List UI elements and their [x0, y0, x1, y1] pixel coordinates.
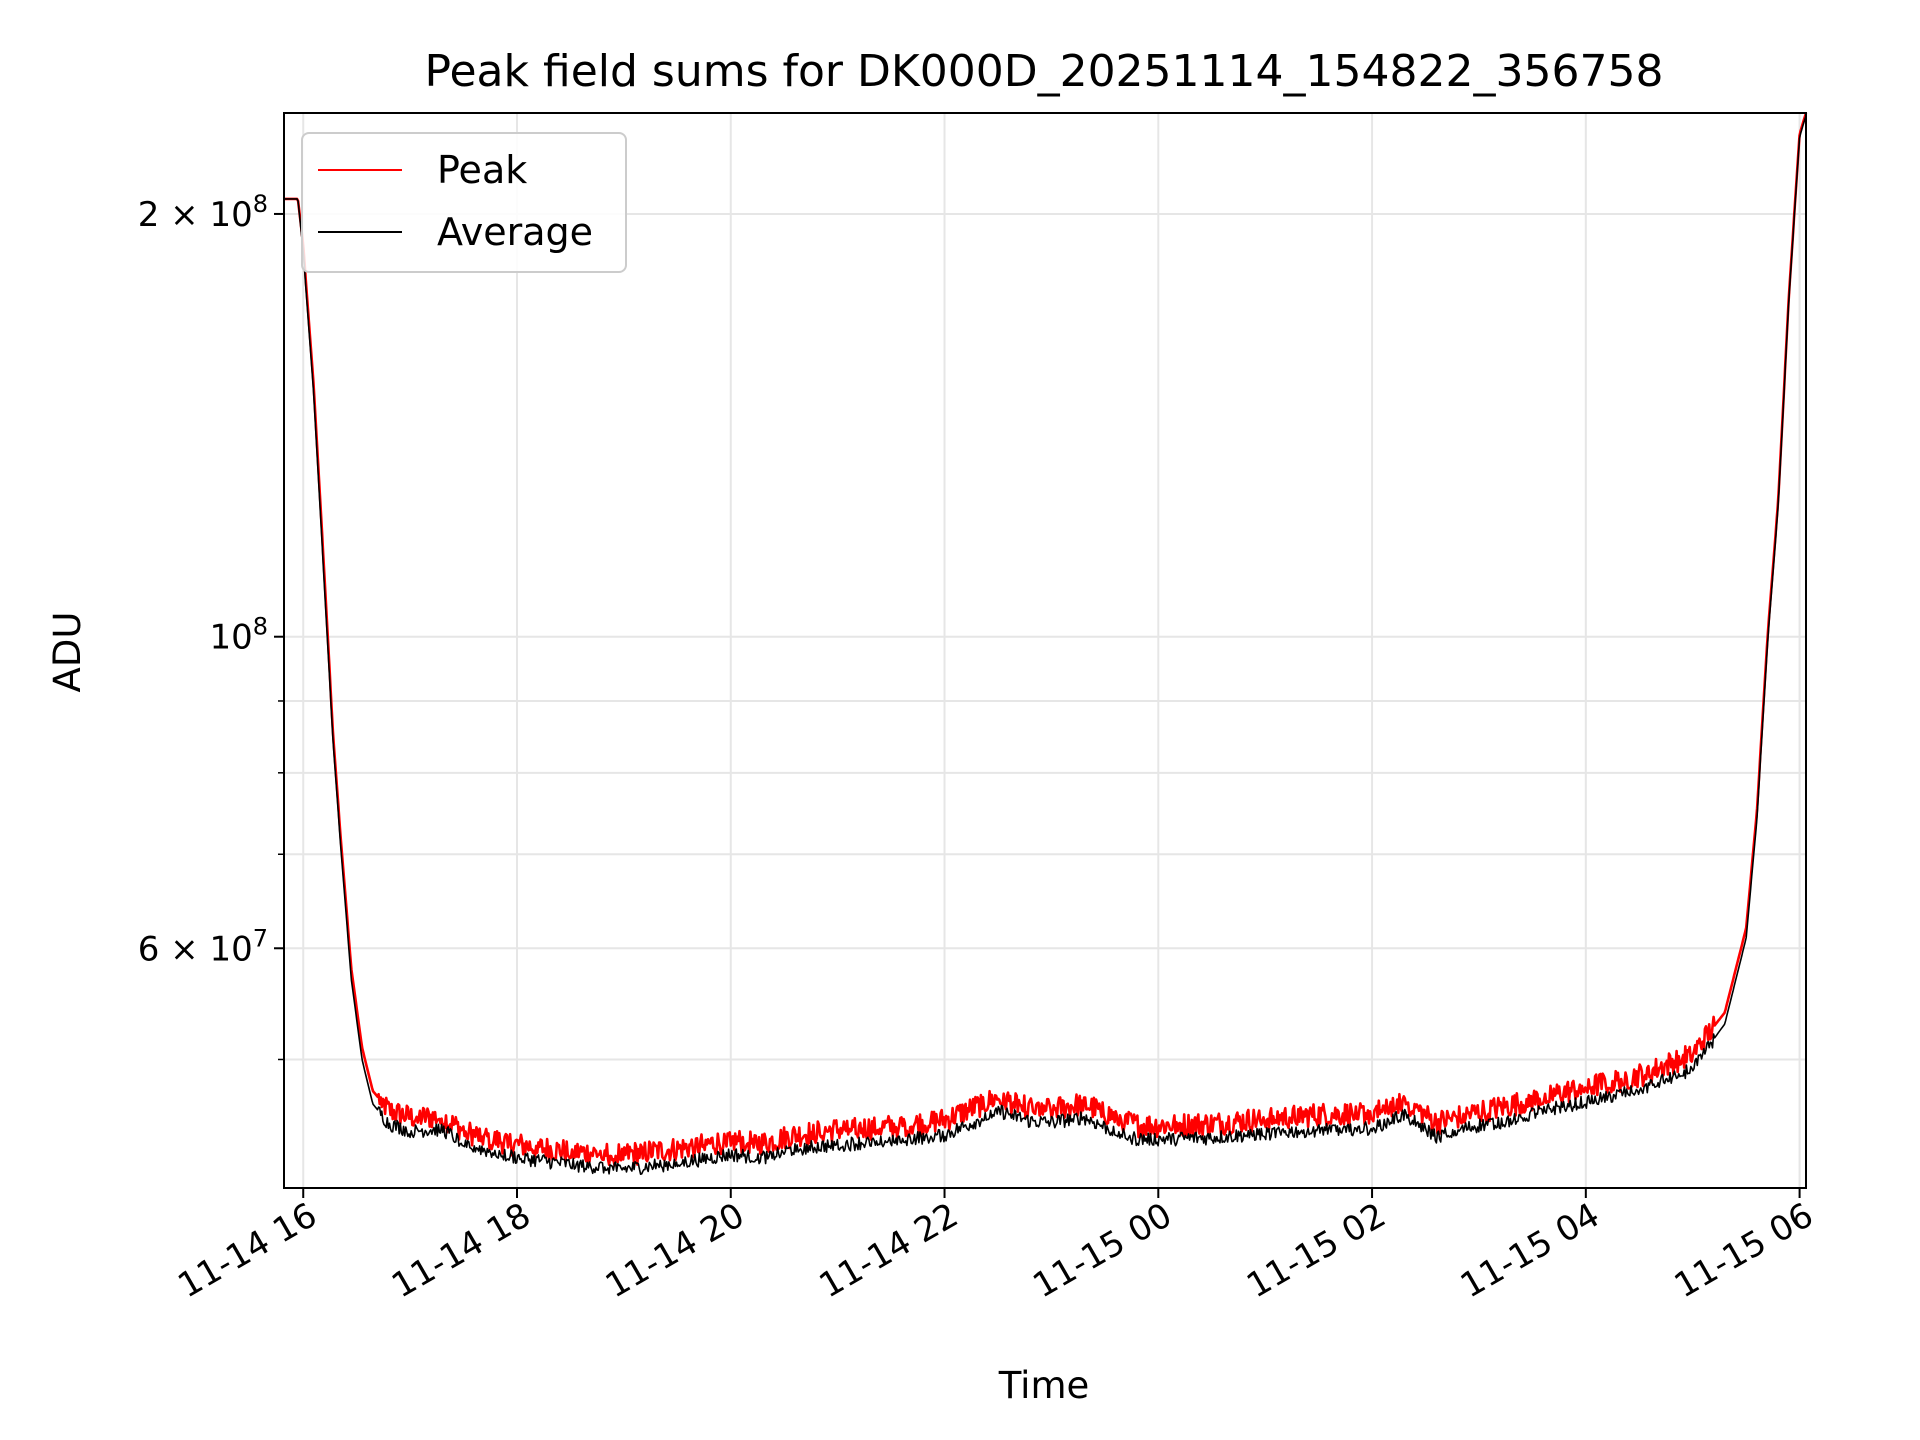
series-line-average: [284, 115, 1807, 1175]
legend-box: [301, 132, 627, 273]
chart-title: Peak field sums for DK000D_20251114_1548…: [425, 46, 1664, 97]
y-tick-label: 2 × 108: [138, 190, 268, 235]
legend-average-label: Average: [437, 210, 593, 254]
plot-frame: [283, 112, 1807, 1189]
legend: Peak Average: [301, 132, 627, 273]
y-axis-label: ADU: [46, 612, 89, 693]
legend-peak-label: Peak: [437, 148, 527, 192]
y-axis: 2 × 108 108 6 × 107: [138, 190, 284, 1061]
y-tick-label: 108: [209, 613, 268, 658]
x-axis-label: Time: [998, 1364, 1090, 1407]
series-layer: [283, 112, 1808, 1175]
y-tick-label: 6 × 107: [138, 924, 268, 969]
series-line-peak: [283, 112, 1808, 1167]
